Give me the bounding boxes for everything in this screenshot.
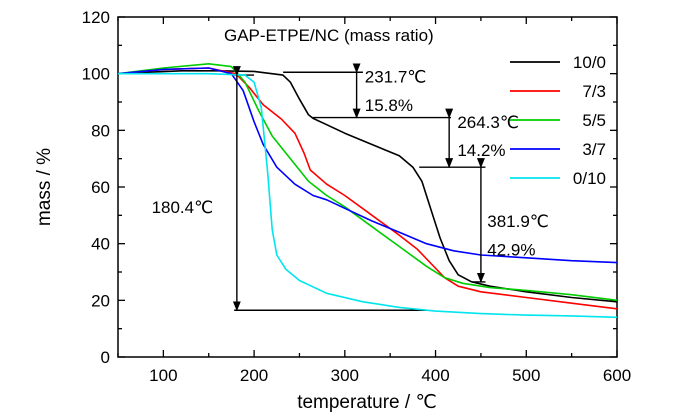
chart-title: GAP-ETPE/NC (mass ratio) (224, 26, 434, 45)
annotation-label: 180.4℃ (152, 198, 214, 217)
x-tick-label: 200 (240, 366, 268, 385)
y-tick-label: 20 (91, 291, 110, 310)
y-tick-label: 80 (91, 121, 110, 140)
series-line-0-10 (118, 72, 618, 319)
x-tick-label: 300 (331, 366, 359, 385)
annotation-label: 14.2% (457, 141, 505, 160)
annotations: 231.7℃ 15.8% 264.3℃ 14.2% 381.9℃ 42.9% 180.4℃ (152, 68, 549, 260)
series-line-10-0 (117, 70, 618, 303)
annotation-arrows (232, 63, 485, 312)
reference-lines (234, 71, 486, 311)
x-axis-ticks: 100 200 300 400 500 600 (117, 17, 631, 385)
legend-label: 0/10 (573, 169, 606, 188)
annotation-label: 264.3℃ (457, 113, 519, 132)
y-tick-label: 100 (82, 65, 110, 84)
legend: 10/0 7/3 5/5 3/7 0/10 (510, 53, 606, 188)
x-tick-label: 600 (603, 366, 631, 385)
legend-label: 7/3 (582, 82, 606, 101)
y-tick-label: 60 (91, 178, 110, 197)
legend-label: 10/0 (573, 53, 606, 72)
legend-label: 3/7 (582, 140, 606, 159)
x-tick-label: 100 (149, 366, 177, 385)
y-tick-label: 40 (91, 235, 110, 254)
x-tick-label: 500 (512, 366, 540, 385)
x-axis-title: temperature / ℃ (297, 392, 437, 413)
annotation-label: 381.9℃ (487, 212, 549, 231)
y-tick-label: 120 (82, 8, 110, 27)
y-axis-ticks: 0 20 40 60 80 100 120 (82, 8, 617, 367)
y-tick-label: 0 (101, 348, 110, 367)
annotation-label: 15.8% (365, 96, 413, 115)
y-axis-title: mass / % (34, 148, 55, 226)
annotation-label: 42.9% (487, 240, 535, 259)
x-tick-label: 400 (421, 366, 449, 385)
annotation-label: 231.7℃ (365, 68, 427, 87)
legend-label: 5/5 (582, 111, 606, 130)
